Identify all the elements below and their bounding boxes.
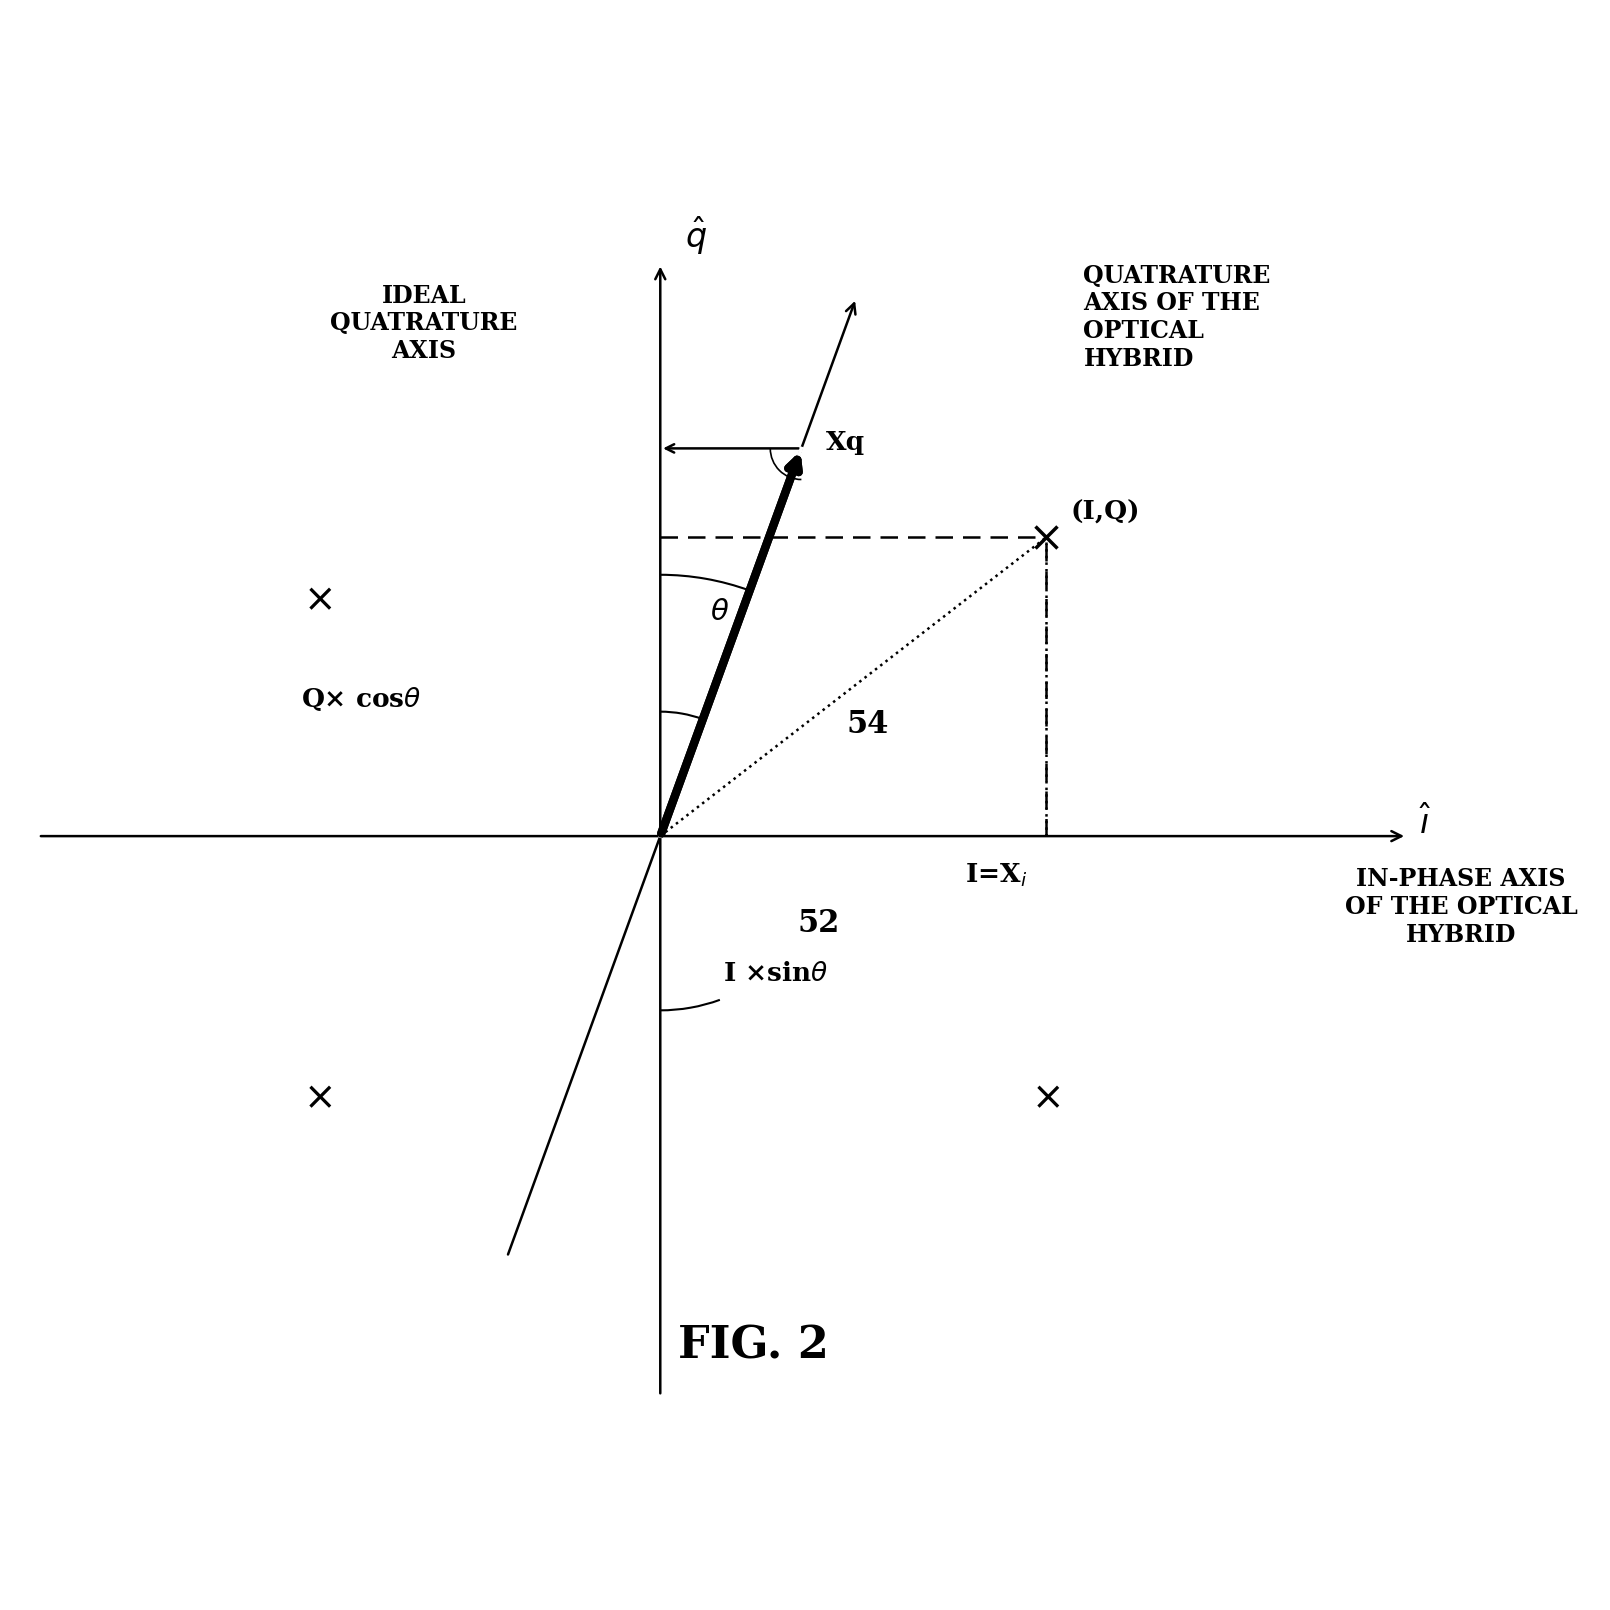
Text: (I,Q): (I,Q) <box>1071 501 1140 525</box>
Text: IN-PHASE AXIS
OF THE OPTICAL
HYBRID: IN-PHASE AXIS OF THE OPTICAL HYBRID <box>1344 868 1578 947</box>
Text: $\theta$: $\theta$ <box>710 597 729 626</box>
Text: I ×sin$\theta$: I ×sin$\theta$ <box>723 961 828 985</box>
Text: FIG. 2: FIG. 2 <box>678 1325 829 1368</box>
Text: $\times$: $\times$ <box>1032 1079 1061 1116</box>
Text: QUATRATURE
AXIS OF THE
OPTICAL
HYBRID: QUATRATURE AXIS OF THE OPTICAL HYBRID <box>1084 264 1270 370</box>
Text: $\hat{q}$: $\hat{q}$ <box>686 216 707 258</box>
Text: $\hat{\imath}$: $\hat{\imath}$ <box>1420 807 1433 842</box>
Text: Q× cos$\theta$: Q× cos$\theta$ <box>301 686 422 713</box>
Text: IDEAL
QUATRATURE
AXIS: IDEAL QUATRATURE AXIS <box>330 283 517 364</box>
Text: $\times$: $\times$ <box>303 581 333 618</box>
Text: I=X$_i$: I=X$_i$ <box>964 861 1027 889</box>
Text: 54: 54 <box>847 708 889 739</box>
Text: Xq: Xq <box>826 430 866 454</box>
Text: 52: 52 <box>797 908 839 939</box>
Text: $\times$: $\times$ <box>303 1079 333 1116</box>
